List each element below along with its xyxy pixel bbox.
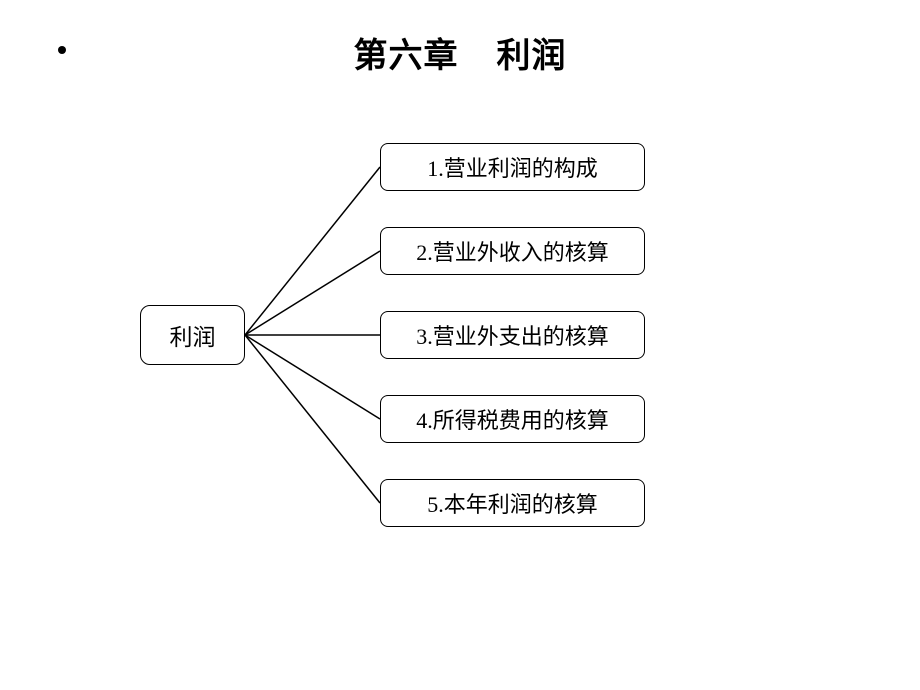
page-title: 第六章 利润 xyxy=(0,28,920,77)
diagram-canvas: 利润 1.营业利润的构成 2.营业外收入的核算 3.营业外支出的核算 4.所得税费用的核… xyxy=(0,130,920,570)
bullet-icon xyxy=(58,46,66,54)
item-node-1: 1.营业利润的构成 xyxy=(380,143,645,191)
item-node-4: 4.所得税费用的核算 xyxy=(380,395,645,443)
title-row: 第六章 利润 xyxy=(0,28,920,77)
item-node-5: 5.本年利润的核算 xyxy=(380,479,645,527)
item-node-2: 2.营业外收入的核算 xyxy=(380,227,645,275)
root-node: 利润 xyxy=(140,305,245,365)
item-node-3: 3.营业外支出的核算 xyxy=(380,311,645,359)
